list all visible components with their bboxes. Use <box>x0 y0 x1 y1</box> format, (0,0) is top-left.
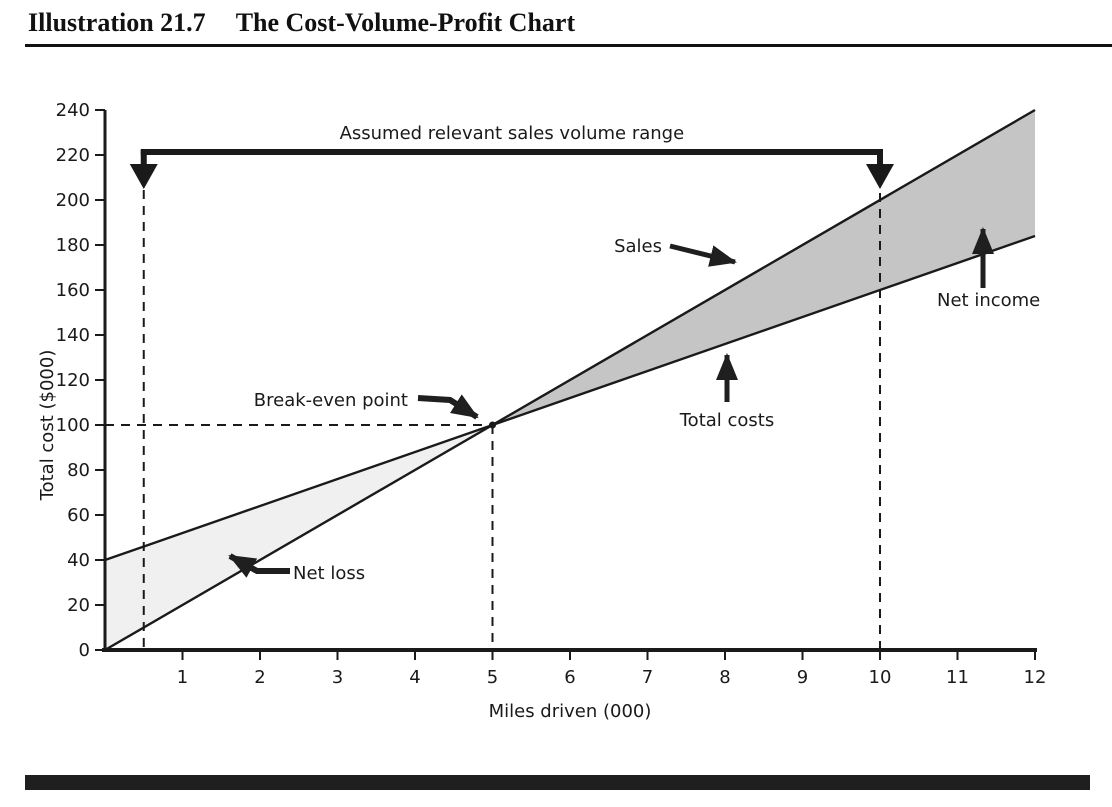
y-tick-label: 100 <box>56 415 90 436</box>
relevant-range-bracket <box>129 149 894 189</box>
x-tick-label: 9 <box>797 667 808 688</box>
y-tick-label: 240 <box>56 100 90 121</box>
x-tick-label: 7 <box>642 667 653 688</box>
x-tick-label: 5 <box>487 667 498 688</box>
net-loss-label: Net loss <box>293 563 365 584</box>
x-tick-label: 10 <box>869 667 892 688</box>
y-tick-label: 0 <box>79 640 90 661</box>
footer-bar <box>25 775 1090 790</box>
y-tick-label: 220 <box>56 145 90 166</box>
y-tick-label: 40 <box>67 550 90 571</box>
cvp-chart: 0 20 40 60 80 100 120 140 160 180 200 220 240 1 2 3 4 5 6 7… <box>0 60 1112 760</box>
y-tick-label: 20 <box>67 595 90 616</box>
x-tick-label: 4 <box>409 667 420 688</box>
illustration-title: The Cost-Volume-Profit Chart <box>235 8 576 37</box>
x-tick-label: 8 <box>719 667 730 688</box>
x-tick-label: 12 <box>1024 667 1047 688</box>
x-tick-label: 1 <box>177 667 188 688</box>
total-costs-label: Total costs <box>679 410 774 431</box>
x-tick-label: 3 <box>332 667 343 688</box>
sales-arrow <box>669 243 737 267</box>
y-axis-label: Total cost ($000) <box>37 350 58 502</box>
illustration-header: Illustration 21.7 The Cost-Volume-Profit… <box>28 8 575 38</box>
relevant-range-label: Assumed relevant sales volume range <box>340 123 685 144</box>
y-tick-label: 120 <box>56 370 90 391</box>
y-tick-label: 160 <box>56 280 90 301</box>
y-tick-label: 140 <box>56 325 90 346</box>
sales-line <box>104 108 1036 652</box>
total-costs-line <box>104 234 1036 562</box>
net-income-label: Net income <box>937 290 1040 311</box>
net-loss-arrow <box>228 553 290 578</box>
sales-label: Sales <box>614 236 662 257</box>
x-tick-label: 6 <box>564 667 575 688</box>
illustration-number: Illustration 21.7 <box>28 8 206 37</box>
break-even-label: Break-even point <box>254 390 408 411</box>
y-tick-label: 80 <box>67 460 90 481</box>
title-rule <box>25 44 1112 47</box>
break-even-arrow <box>417 394 479 420</box>
y-tick-label: 60 <box>67 505 90 526</box>
x-axis-label: Miles driven (000) <box>489 701 652 722</box>
y-tick-label: 200 <box>56 190 90 211</box>
x-tick-label: 11 <box>946 667 969 688</box>
bracket-arrowhead <box>129 164 158 189</box>
x-tick-label: 2 <box>254 667 265 688</box>
bracket-arrowhead <box>866 164 894 189</box>
y-tick-label: 180 <box>56 235 90 256</box>
